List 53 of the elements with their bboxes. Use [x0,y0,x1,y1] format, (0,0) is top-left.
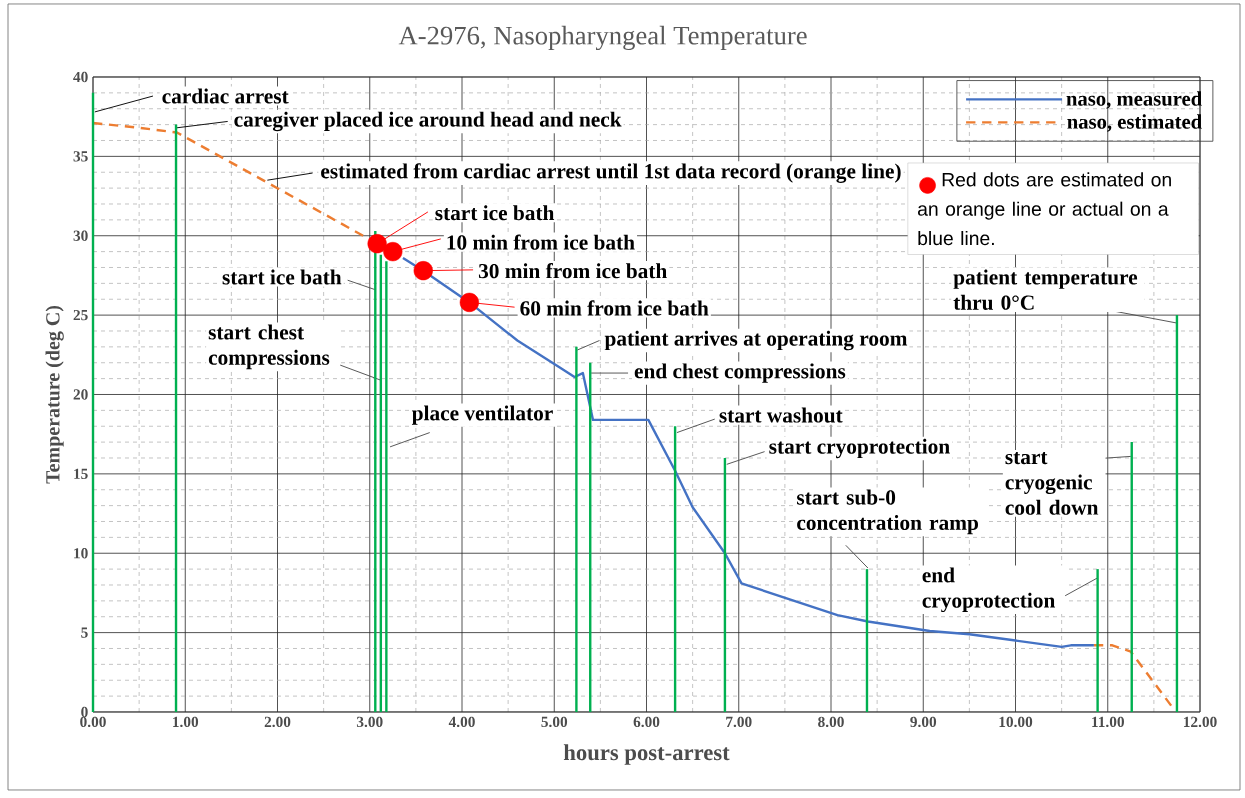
annotation: patient temperature thru 0°C [953,269,1138,310]
annotation: place ventilator [411,405,553,425]
annotation: end chest compressions [634,363,846,383]
legend-label: naso, measured [1066,91,1202,109]
bar [1096,569,1099,712]
point [459,292,479,313]
x-tick-label: 8.00 [818,716,844,728]
x-tick-label: 11.00 [1092,716,1125,728]
point [413,261,433,281]
annotation: patient arrives at operating room [604,330,908,351]
bar [575,346,578,712]
annotation: start ice bath [222,269,342,285]
annotation: estimated from cardiac arrest until 1st data record (orange line) [321,163,901,183]
point [383,242,403,262]
annotation: start ice bath [435,205,555,221]
x-tick-label: 9.00 [910,716,937,728]
y-tick-label: 5 [81,627,88,638]
x-tick-label: 1.00 [173,716,199,728]
legend-label: naso, estimated [1067,114,1202,132]
x-tick-label: 10.00 [999,716,1033,728]
y-tick-label: 15 [74,468,88,479]
annotation: caregiver placed ice around head and neck [234,111,622,132]
y-tick-label: 30 [73,230,88,241]
annotation: start chest compressions [208,324,330,370]
y-axis-title: Temperature (deg C) [45,305,64,484]
bar [385,261,388,712]
y-tick-label: 40 [73,71,88,83]
x-tick-label: 0.00 [80,716,106,728]
x-tick-label: 5.00 [541,716,568,728]
x-tick-label: 6.00 [633,716,660,728]
x-tick-label: 2.00 [264,716,291,728]
annotation: end cryoprotection [922,567,1056,613]
annotation: 60 min from ice bath [520,300,709,316]
annotation: start cryoprotection [769,438,950,459]
annotation: 30 min from ice bath [478,263,667,279]
chart-title: A-2976, Nasopharyngeal Temperature [398,25,807,51]
annotation: 10 min from ice bath [447,234,635,250]
y-tick-label: 10 [74,548,88,559]
annotation: cardiac arrest [162,88,289,104]
y-tick-label: 20 [73,389,88,400]
annotation: start sub-0 concentration ramp [797,489,978,535]
legend-label: Red dots are estimated on an orange line or actual on a blue line. [917,172,1171,246]
y-tick-label: 35 [73,151,88,162]
y-tick-label: 25 [73,309,88,321]
x-tick-label: 3.00 [356,716,383,728]
annotation: start washout [719,407,843,423]
x-tick-label: 12.00 [1183,716,1217,728]
y-tick-label: 0 [81,706,88,718]
x-tick-label: 4.00 [448,716,475,728]
x-tick-label: 7.00 [726,716,752,728]
annotation: start cryogenic cool down [1005,451,1099,515]
x-axis-title: hours post-arrest [563,744,730,765]
point [367,234,387,254]
